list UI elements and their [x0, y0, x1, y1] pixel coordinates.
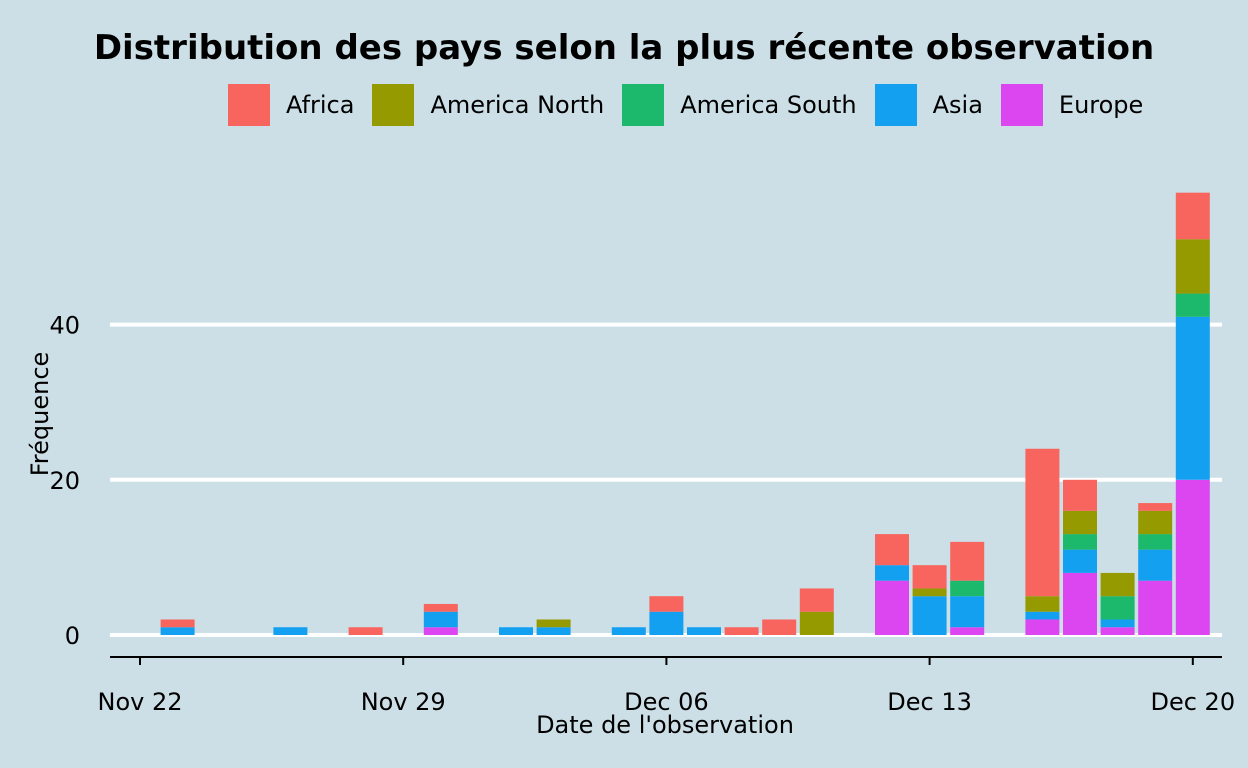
- bar-segment-europe: [1175, 479, 1210, 635]
- bar-segment-america-south: [1138, 534, 1173, 550]
- legend-item-africa: Africa: [228, 84, 354, 126]
- bar-segment-asia: [875, 565, 909, 581]
- bars: [160, 192, 1210, 635]
- x-tick-label: Nov 22: [97, 688, 182, 716]
- bar-segment-america-north: [1138, 510, 1173, 535]
- bar-segment-europe: [1100, 627, 1135, 635]
- bar-segment-america-north: [912, 588, 947, 597]
- bar-segment-africa: [724, 627, 759, 635]
- bar-segment-africa: [348, 627, 383, 635]
- bar-segment-africa: [1025, 448, 1060, 597]
- x-tick-label: Dec 06: [624, 688, 709, 716]
- bar-segment-america-south: [950, 580, 985, 597]
- legend-label-europe: Europe: [1058, 91, 1144, 119]
- legend-swatch-africa: [228, 84, 270, 126]
- bar-segment-africa: [1063, 479, 1097, 511]
- axes: Nov 22 Nov 29 Dec 06 Dec 13 Dec 20: [97, 656, 1235, 716]
- legend: Africa America North America South Asia …: [228, 84, 1161, 126]
- bar-segment-asia: [423, 611, 458, 628]
- x-tick-label: Dec 13: [887, 688, 972, 716]
- legend-label-asia: Asia: [932, 91, 983, 119]
- bar-segment-asia: [611, 627, 646, 635]
- legend-swatch-america-south: [622, 84, 665, 126]
- bar-segment-america-north: [1025, 596, 1060, 612]
- bar-segment-europe: [875, 580, 909, 635]
- bar-segment-america-north: [1100, 572, 1135, 597]
- bar-segment-asia: [1138, 549, 1173, 581]
- bar-segment-africa: [160, 619, 195, 628]
- bar-segment-asia: [273, 627, 308, 635]
- y-axis-title: Fréquence: [26, 352, 54, 477]
- bar-segment-america-south: [1100, 596, 1135, 620]
- legend-swatch-asia: [874, 84, 917, 126]
- bar-segment-africa: [1138, 503, 1173, 511]
- bar-segment-asia: [649, 611, 684, 635]
- legend-label-america-south: America South: [680, 91, 857, 119]
- x-tick-label: Dec 20: [1150, 688, 1235, 716]
- bar-segment-america-south: [1063, 534, 1097, 550]
- bar-segment-europe: [950, 627, 985, 635]
- bar-segment-america-north: [536, 619, 571, 628]
- bar-segment-asia: [1175, 316, 1210, 480]
- bar-segment-america-north: [1063, 510, 1097, 535]
- bar-segment-africa: [762, 619, 797, 635]
- bar-segment-africa: [799, 588, 834, 612]
- bar-segment-asia: [1025, 611, 1060, 620]
- legend-item-europe: Europe: [1000, 84, 1144, 126]
- bar-segment-africa: [875, 534, 909, 566]
- legend-swatch-europe: [1000, 84, 1043, 126]
- legend-item-asia: Asia: [874, 84, 983, 126]
- bar-segment-asia: [499, 627, 533, 635]
- legend-label-america-north: America North: [430, 91, 605, 119]
- bar-segment-europe: [1138, 580, 1173, 635]
- bar-segment-africa: [649, 596, 684, 612]
- bar-segment-africa: [912, 565, 947, 589]
- legend-item-america-south: America South: [622, 84, 857, 126]
- y-tick-label: 20: [49, 467, 80, 495]
- bar-segment-africa: [950, 541, 985, 581]
- bar-segment-asia: [912, 596, 947, 635]
- legend-label-africa: Africa: [286, 91, 355, 119]
- bar-segment-asia: [687, 627, 721, 635]
- bar-segment-america-north: [1175, 239, 1210, 294]
- bar-segment-europe: [423, 627, 458, 635]
- chart-title: Distribution des pays selon la plus réce…: [93, 28, 1155, 68]
- bar-segment-europe: [1063, 572, 1097, 635]
- bar-segment-asia: [1100, 619, 1135, 628]
- bar-segment-asia: [1063, 549, 1097, 573]
- bar-segment-africa: [423, 603, 458, 612]
- bar-segment-europe: [1025, 619, 1060, 635]
- y-tick-label: 40: [49, 312, 80, 340]
- bar-segment-asia: [950, 596, 985, 628]
- bar-segment-america-north: [799, 611, 834, 635]
- bar-segment-asia: [536, 627, 571, 635]
- x-tick-label: Nov 29: [361, 688, 446, 716]
- legend-swatch-america-north: [372, 84, 415, 126]
- bar-segment-asia: [160, 627, 195, 635]
- x-axis-title: Date de l'observation: [536, 711, 794, 739]
- bar-segment-america-south: [1175, 293, 1210, 317]
- bar-segment-africa: [1175, 192, 1210, 240]
- legend-item-america-north: America North: [372, 84, 604, 126]
- y-tick-label: 0: [65, 622, 80, 650]
